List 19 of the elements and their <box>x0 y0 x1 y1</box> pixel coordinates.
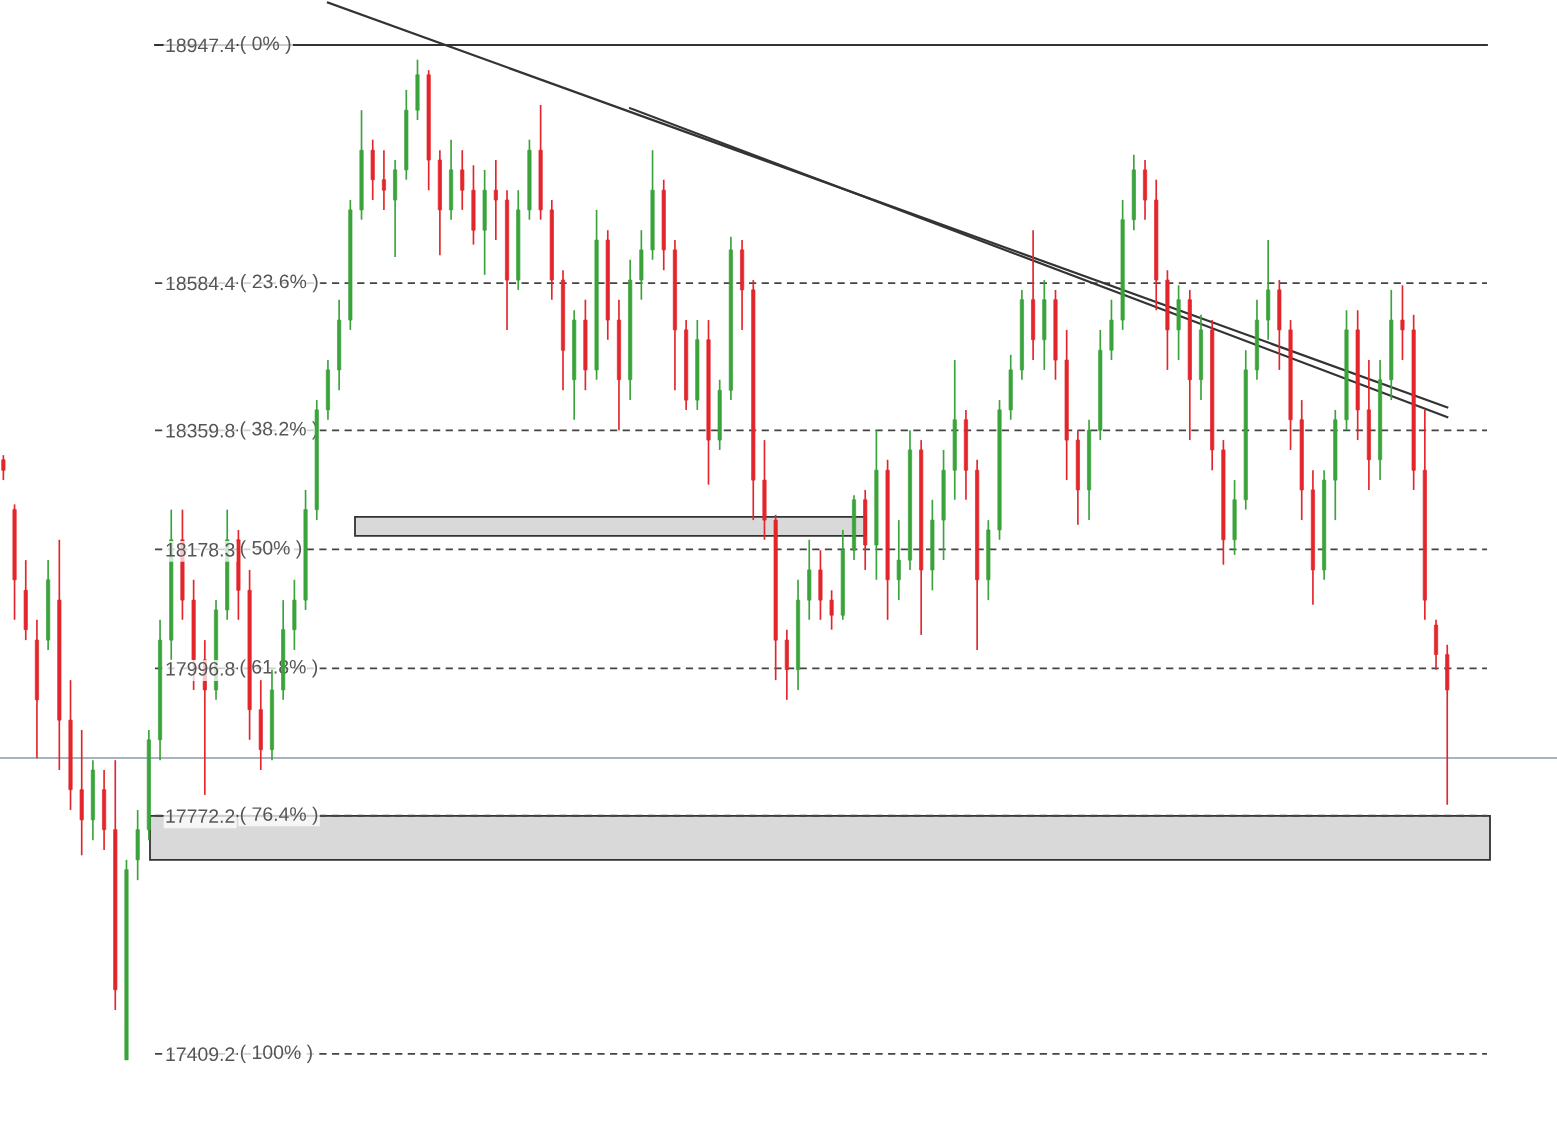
y-tick-label: 18359.8 <box>166 423 235 438</box>
y-tick-label: 17772.2 <box>166 809 235 823</box>
annotation: ( 76.4% ) <box>240 806 318 825</box>
y-tick-label: 17996.8 <box>166 661 235 676</box>
annotation: ( 23.6% ) <box>241 274 318 293</box>
y-tick-label: 18584.4 <box>166 276 235 291</box>
candlestick <box>829 589 834 631</box>
candlestick <box>896 519 901 601</box>
candlestick <box>381 149 386 211</box>
y-tick-label: 18947.4 <box>166 38 235 53</box>
annotation: ( 0% ) <box>240 35 291 55</box>
candlestick <box>1400 284 1405 361</box>
candlestick <box>493 159 498 241</box>
annotation: ( 100% ) <box>240 1044 312 1063</box>
candlestick <box>460 149 465 211</box>
annotation: ( 50% ) <box>240 540 302 559</box>
candlestick <box>1 454 6 481</box>
y-tick-label: 18178.3 <box>166 542 235 557</box>
y-tick-label: 17409.2 <box>166 1047 235 1062</box>
